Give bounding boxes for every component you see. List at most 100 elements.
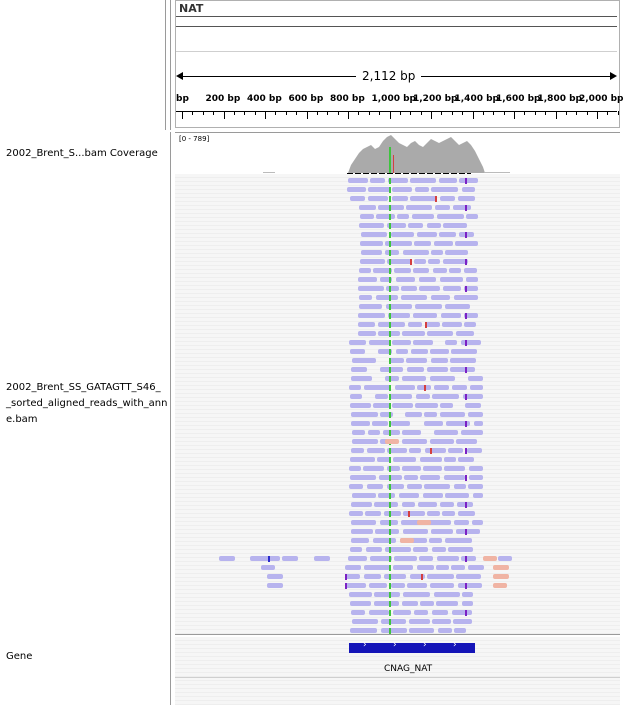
read (451, 565, 465, 570)
read (468, 484, 483, 489)
read (387, 223, 406, 228)
read (396, 277, 415, 282)
read (443, 259, 468, 264)
locus-panel: NAT 2,112 bp bp 200 bp 400 bp 600 bp 800 bp 1… (175, 0, 624, 128)
read (415, 304, 442, 309)
read (385, 250, 399, 255)
ruler-minor-tick (348, 111, 349, 119)
alignment-track-name[interactable]: 2002_Brent_SS_GATAGTT_S46_ _sorted_align… (6, 380, 167, 428)
read (350, 349, 365, 354)
gene-track-name[interactable]: Gene (6, 651, 33, 662)
base-mark (430, 447, 432, 454)
base-mark (389, 429, 391, 436)
read (359, 304, 382, 309)
read (439, 232, 456, 237)
read (351, 502, 372, 507)
base-mark (465, 339, 467, 346)
read (345, 565, 361, 570)
read (427, 367, 448, 372)
gene-track: › › › › CNAG_NAT (175, 637, 620, 705)
base-mark (389, 312, 391, 319)
base-mark (268, 555, 270, 562)
read (424, 484, 450, 489)
read (387, 259, 412, 264)
base-mark (389, 564, 391, 571)
read (385, 241, 412, 246)
base-mark (389, 519, 391, 526)
read (376, 295, 398, 300)
read (350, 457, 375, 462)
ruler-minor-tick (514, 111, 515, 119)
read (373, 268, 392, 273)
read (420, 601, 434, 606)
read (458, 196, 475, 201)
read (414, 241, 431, 246)
read (395, 385, 415, 390)
read (462, 601, 473, 606)
base-mark (389, 285, 391, 292)
read (360, 259, 385, 264)
base-mark (389, 240, 391, 247)
read (468, 412, 483, 417)
read (386, 286, 399, 291)
base-mark (389, 456, 391, 463)
read (456, 439, 477, 444)
read (391, 232, 414, 237)
read (403, 511, 425, 516)
read (451, 349, 477, 354)
ruler-minor-tick (451, 111, 453, 115)
ruler-minor-tick (368, 111, 370, 115)
read (427, 331, 453, 336)
read (440, 403, 453, 408)
ruler-minor-tick (316, 111, 318, 115)
read (383, 430, 400, 435)
read (351, 610, 365, 615)
read (468, 376, 483, 381)
read (374, 502, 398, 507)
read (474, 421, 483, 426)
read (378, 349, 392, 354)
ruler-minor-tick (410, 111, 412, 115)
read (351, 421, 370, 426)
read (453, 205, 471, 210)
ruler-minor-tick (379, 111, 381, 115)
read (432, 619, 451, 624)
read (352, 358, 376, 363)
read (448, 547, 473, 552)
read (350, 196, 365, 201)
read (373, 538, 396, 543)
read (351, 367, 367, 372)
base-mark (465, 366, 467, 373)
ruler-minor-tick (576, 111, 578, 115)
base-mark (389, 474, 391, 481)
read (369, 340, 390, 345)
read (348, 178, 368, 183)
gene-feature-block[interactable]: › › › › (349, 640, 475, 653)
read (403, 592, 430, 597)
read (387, 484, 404, 489)
read (385, 547, 411, 552)
base-mark (465, 393, 467, 400)
read (431, 358, 448, 363)
read (459, 178, 478, 183)
alignment-reads[interactable] (175, 174, 620, 634)
coverage-track: [0 - 789] (175, 132, 620, 175)
read (413, 313, 437, 318)
read (345, 583, 366, 588)
soft-clipped-read (385, 439, 399, 444)
ruler-tick-label: 1,200 bp (413, 94, 458, 104)
read (351, 448, 364, 453)
read (351, 376, 372, 381)
read (392, 187, 412, 192)
read (432, 610, 448, 615)
coverage-track-name[interactable]: 2002_Brent_S...bam Coverage (6, 148, 158, 159)
ruler-tick-label: 1,600 bp (496, 94, 541, 104)
ruler-minor-tick (586, 111, 588, 115)
read (420, 457, 442, 462)
read (401, 295, 427, 300)
soft-clipped-read (400, 538, 414, 543)
read (361, 250, 382, 255)
base-mark (389, 177, 391, 184)
read (261, 565, 275, 570)
read (390, 394, 412, 399)
